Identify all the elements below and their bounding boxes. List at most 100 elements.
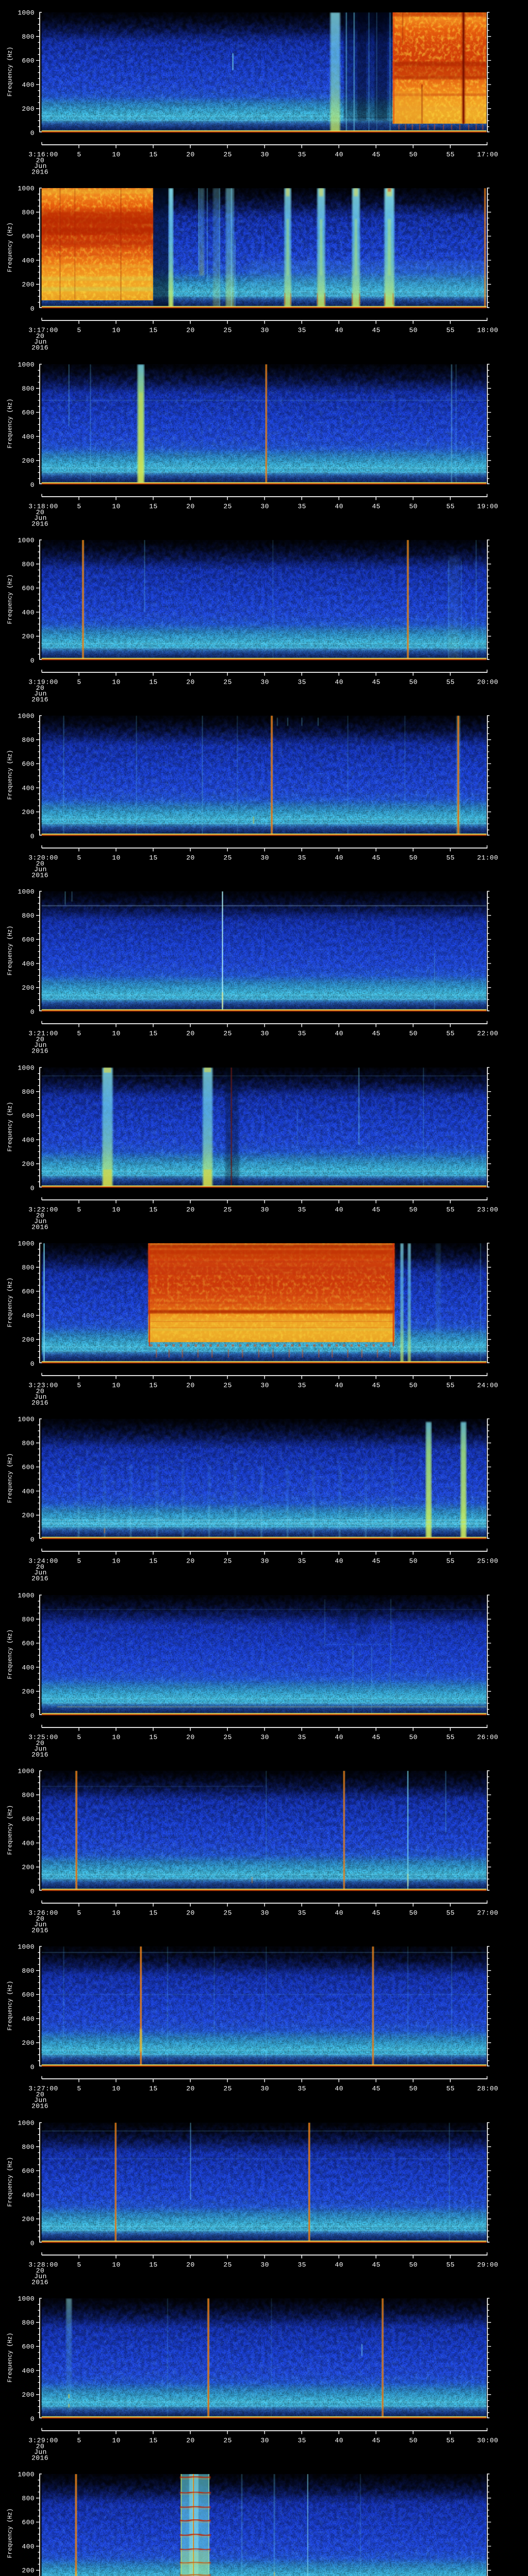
svg-text:2016: 2016 <box>31 872 48 879</box>
svg-text:Frequency (Hz): Frequency (Hz) <box>7 1630 14 1680</box>
svg-text:45: 45 <box>372 2261 380 2268</box>
svg-text:55: 55 <box>446 2436 454 2444</box>
svg-text:55: 55 <box>446 502 454 510</box>
svg-text:20: 20 <box>36 2091 44 2098</box>
svg-text:55: 55 <box>446 678 454 686</box>
svg-text:800: 800 <box>22 1088 35 1096</box>
svg-text:400: 400 <box>22 784 35 792</box>
svg-text:45: 45 <box>372 150 380 158</box>
svg-text:3:29:00: 3:29:00 <box>28 2436 58 2444</box>
svg-text:50: 50 <box>409 2261 417 2268</box>
svg-text:15: 15 <box>149 1029 157 1037</box>
svg-text:600: 600 <box>22 409 35 417</box>
svg-text:40: 40 <box>335 1557 343 1565</box>
svg-text:20:00: 20:00 <box>477 678 498 686</box>
svg-text:Frequency (Hz): Frequency (Hz) <box>7 1102 14 1152</box>
svg-text:Frequency (Hz): Frequency (Hz) <box>7 223 14 273</box>
svg-text:30: 30 <box>260 150 269 158</box>
svg-text:200: 200 <box>22 457 35 465</box>
svg-text:2016: 2016 <box>31 1575 48 1583</box>
svg-text:2016: 2016 <box>31 1224 48 1231</box>
svg-text:35: 35 <box>298 150 306 158</box>
svg-text:40: 40 <box>335 1206 343 1213</box>
svg-text:3:21:00: 3:21:00 <box>28 1029 58 1037</box>
svg-text:25: 25 <box>223 1029 232 1037</box>
svg-text:1000: 1000 <box>18 361 35 368</box>
svg-text:0: 0 <box>30 1536 35 1544</box>
svg-text:15: 15 <box>149 2436 157 2444</box>
svg-text:55: 55 <box>446 854 454 861</box>
svg-text:20: 20 <box>36 684 44 692</box>
svg-text:600: 600 <box>22 936 35 944</box>
svg-text:10: 10 <box>112 1909 120 1917</box>
svg-text:800: 800 <box>22 2319 35 2327</box>
svg-text:10: 10 <box>112 2436 120 2444</box>
svg-text:25: 25 <box>223 1557 232 1565</box>
svg-text:25: 25 <box>223 2261 232 2268</box>
svg-text:5: 5 <box>77 1029 81 1037</box>
svg-text:20: 20 <box>186 1029 194 1037</box>
svg-text:5: 5 <box>77 1909 81 1917</box>
svg-text:20: 20 <box>36 1915 44 1923</box>
svg-text:40: 40 <box>335 1733 343 1741</box>
svg-text:Jun: Jun <box>34 1041 47 1049</box>
svg-text:Frequency (Hz): Frequency (Hz) <box>7 2157 14 2207</box>
svg-text:15: 15 <box>149 678 157 686</box>
svg-text:30: 30 <box>260 1909 269 1917</box>
svg-text:0: 0 <box>30 2415 35 2423</box>
svg-text:2016: 2016 <box>31 1047 48 1055</box>
svg-text:Frequency (Hz): Frequency (Hz) <box>7 926 14 976</box>
svg-text:Jun: Jun <box>34 1217 47 1225</box>
svg-text:40: 40 <box>335 326 343 334</box>
svg-text:2016: 2016 <box>31 344 48 352</box>
svg-text:20: 20 <box>186 678 194 686</box>
svg-text:35: 35 <box>298 1206 306 1213</box>
svg-text:25: 25 <box>223 854 232 861</box>
svg-text:400: 400 <box>22 1136 35 1144</box>
svg-text:2016: 2016 <box>31 2454 48 2462</box>
svg-text:25: 25 <box>223 678 232 686</box>
svg-text:200: 200 <box>22 1688 35 1696</box>
svg-text:21:00: 21:00 <box>477 854 498 861</box>
svg-text:Jun: Jun <box>34 2096 47 2104</box>
svg-text:1000: 1000 <box>18 712 35 720</box>
svg-text:600: 600 <box>22 57 35 65</box>
svg-text:40: 40 <box>335 678 343 686</box>
svg-text:35: 35 <box>298 1029 306 1037</box>
svg-text:Frequency (Hz): Frequency (Hz) <box>7 1278 14 1328</box>
svg-text:40: 40 <box>335 502 343 510</box>
svg-text:800: 800 <box>22 33 35 41</box>
svg-text:1000: 1000 <box>18 2119 35 2127</box>
svg-text:50: 50 <box>409 150 417 158</box>
svg-text:40: 40 <box>335 2436 343 2444</box>
svg-text:25: 25 <box>223 1909 232 1917</box>
svg-text:10: 10 <box>112 2084 120 2092</box>
svg-text:29:00: 29:00 <box>477 2261 498 2268</box>
svg-text:15: 15 <box>149 2084 157 2092</box>
svg-text:17:00: 17:00 <box>477 150 498 158</box>
svg-text:10: 10 <box>112 678 120 686</box>
svg-text:55: 55 <box>446 326 454 334</box>
svg-text:35: 35 <box>298 1909 306 1917</box>
svg-text:400: 400 <box>22 257 35 264</box>
svg-text:5: 5 <box>77 1206 81 1213</box>
svg-text:15: 15 <box>149 854 157 861</box>
svg-text:20: 20 <box>36 2443 44 2450</box>
svg-text:400: 400 <box>22 960 35 968</box>
svg-text:800: 800 <box>22 2143 35 2151</box>
svg-text:20: 20 <box>186 854 194 861</box>
svg-text:30: 30 <box>260 678 269 686</box>
svg-text:2016: 2016 <box>31 1399 48 1407</box>
svg-text:20: 20 <box>36 860 44 868</box>
svg-text:Jun: Jun <box>34 1921 47 1928</box>
svg-text:3:16:00: 3:16:00 <box>28 150 58 158</box>
svg-text:Frequency (Hz): Frequency (Hz) <box>7 2333 14 2383</box>
svg-text:0: 0 <box>30 1360 35 1368</box>
svg-text:0: 0 <box>30 481 35 489</box>
svg-text:1000: 1000 <box>18 536 35 544</box>
svg-text:55: 55 <box>446 1557 454 1565</box>
svg-text:600: 600 <box>22 2343 35 2351</box>
svg-text:10: 10 <box>112 1557 120 1565</box>
svg-text:45: 45 <box>372 1733 380 1741</box>
svg-text:35: 35 <box>298 1733 306 1741</box>
